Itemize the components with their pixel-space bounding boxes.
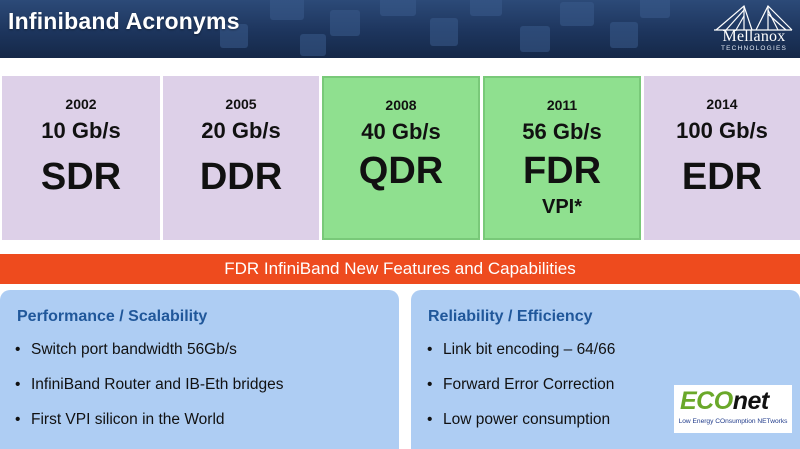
bullet: •	[427, 411, 433, 428]
generation-year: 2011	[546, 97, 578, 113]
econet-wordmark: ECOnet	[680, 387, 769, 416]
list-item-text: Forward Error Correction	[443, 376, 615, 393]
reliability-panel: Reliability / Efficiency • Link bit encod…	[411, 290, 800, 449]
list-item: • Low power consumption	[427, 410, 615, 445]
list-item: • Forward Error Correction	[427, 375, 615, 410]
generation-speed: 100 Gb/s	[676, 118, 768, 143]
bridge-icon	[714, 4, 793, 31]
generation-acronym: SDR	[40, 156, 122, 198]
generation-box-ddr: 2005 20 Gb/s DDR	[163, 76, 319, 240]
list-item: • Link bit encoding – 64/66	[427, 340, 615, 375]
features-banner: FDR InfiniBand New Features and Capabili…	[0, 254, 800, 284]
generation-box-fdr: 2011 56 Gb/s FDR VPI*	[483, 76, 641, 240]
list-item-text: Low power consumption	[443, 411, 611, 428]
performance-panel: Performance / Scalability • Switch port b…	[0, 290, 399, 449]
page-title: Infiniband Acronyms	[8, 8, 240, 34]
list-item: • InfiniBand Router and IB-Eth bridges	[15, 375, 283, 410]
list-item-text: InfiniBand Router and IB-Eth bridges	[31, 376, 284, 393]
bullet: •	[427, 376, 433, 393]
econet-logo: ECOnet Low Energy COnsumption NETworks	[674, 385, 792, 433]
title-bar: Infiniband Acronyms Mellanox TECHNOLOGIE…	[0, 0, 800, 58]
bullet: •	[15, 376, 21, 393]
bullet: •	[15, 341, 21, 358]
list-item: • First VPI silicon in the World	[15, 410, 283, 445]
list-item-text: First VPI silicon in the World	[31, 411, 225, 428]
logo-name: Mellanox	[722, 28, 786, 45]
generation-box-qdr: 2008 40 Gb/s QDR	[322, 76, 480, 240]
generation-acronym: EDR	[681, 156, 763, 198]
list-item-text: Link bit encoding – 64/66	[443, 341, 616, 358]
logo-subtitle: TECHNOLOGIES	[720, 45, 788, 52]
panel-title: Reliability / Efficiency	[428, 308, 593, 325]
generation-year: 2002	[65, 96, 97, 112]
generation-box-edr: 2014 100 Gb/s EDR	[644, 76, 800, 240]
list-item: • Switch port bandwidth 56Gb/s	[15, 340, 283, 375]
generation-speed: 40 Gb/s	[361, 119, 441, 144]
generation-extra: VPI*	[541, 196, 583, 218]
econet-eco: ECO	[680, 387, 733, 415]
feature-list: • Switch port bandwidth 56Gb/s • InfiniBan…	[15, 340, 283, 445]
generation-year: 2014	[706, 96, 738, 112]
generation-acronym: DDR	[199, 156, 283, 198]
panel-title: Performance / Scalability	[17, 308, 208, 325]
generation-speed: 20 Gb/s	[201, 118, 281, 143]
econet-tagline: Low Energy COnsumption NETworks	[678, 418, 788, 425]
bullet: •	[427, 341, 433, 358]
feature-list: • Link bit encoding – 64/66 • Forward Erro…	[427, 340, 615, 445]
generation-year: 2005	[225, 96, 257, 112]
generation-speed: 10 Gb/s	[41, 118, 121, 143]
generation-speed: 56 Gb/s	[522, 119, 602, 144]
generation-acronym: FDR	[522, 150, 602, 192]
generation-acronym: QDR	[358, 150, 444, 192]
bullet: •	[15, 411, 21, 428]
header-background-pattern	[220, 0, 670, 56]
generation-year: 2008	[385, 97, 417, 113]
list-item-text: Switch port bandwidth 56Gb/s	[31, 341, 237, 358]
econet-net: net	[732, 387, 770, 415]
generation-box-sdr: 2002 10 Gb/s SDR	[2, 76, 160, 240]
